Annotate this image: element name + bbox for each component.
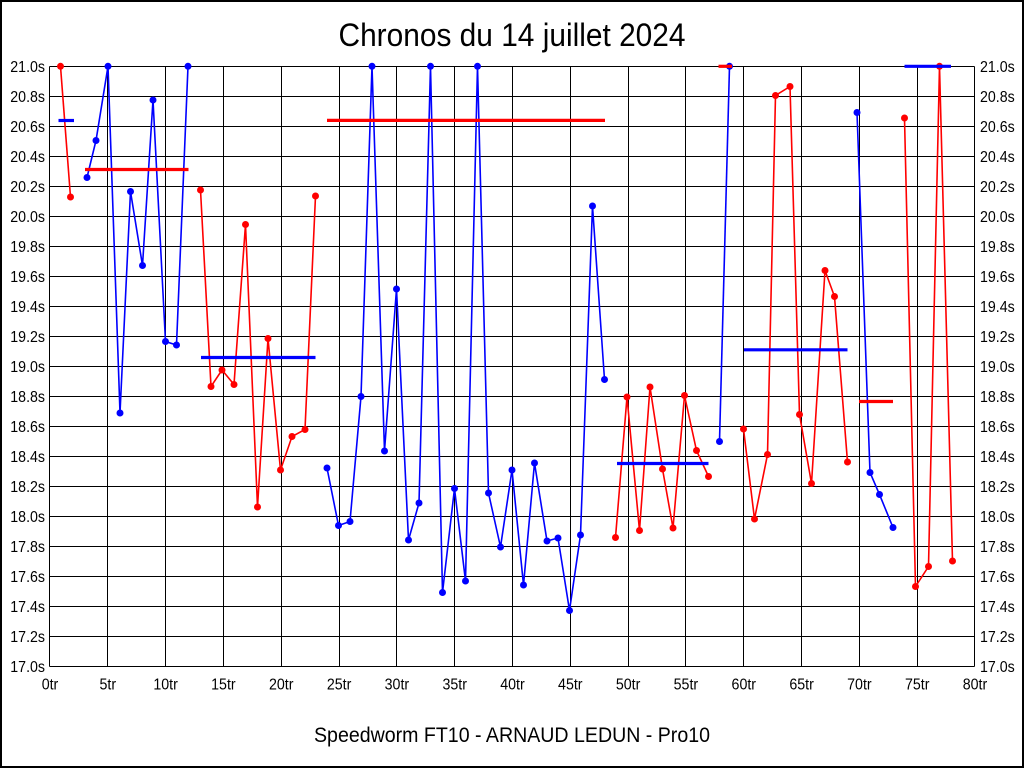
svg-text:17.4s: 17.4s bbox=[980, 599, 1015, 616]
svg-text:18.4s: 18.4s bbox=[10, 449, 45, 466]
svg-text:17.6s: 17.6s bbox=[10, 569, 45, 586]
svg-text:17.6s: 17.6s bbox=[980, 569, 1015, 586]
svg-text:20.6s: 20.6s bbox=[10, 119, 45, 136]
svg-text:30tr: 30tr bbox=[385, 677, 410, 694]
svg-text:20.0s: 20.0s bbox=[980, 209, 1015, 226]
svg-text:18.8s: 18.8s bbox=[10, 389, 45, 406]
svg-text:40tr: 40tr bbox=[500, 677, 525, 694]
svg-text:18.2s: 18.2s bbox=[10, 479, 45, 496]
svg-text:20.8s: 20.8s bbox=[10, 89, 45, 106]
svg-text:50tr: 50tr bbox=[616, 677, 641, 694]
svg-text:18.6s: 18.6s bbox=[10, 419, 45, 436]
svg-text:21.0s: 21.0s bbox=[10, 59, 45, 76]
svg-text:17.8s: 17.8s bbox=[980, 539, 1015, 556]
svg-text:25tr: 25tr bbox=[327, 677, 352, 694]
svg-text:19.2s: 19.2s bbox=[980, 329, 1015, 346]
svg-text:20.2s: 20.2s bbox=[10, 179, 45, 196]
svg-text:20.8s: 20.8s bbox=[980, 89, 1015, 106]
svg-text:20.4s: 20.4s bbox=[980, 149, 1015, 166]
svg-text:45tr: 45tr bbox=[558, 677, 583, 694]
svg-text:17.2s: 17.2s bbox=[980, 629, 1015, 646]
svg-text:19.6s: 19.6s bbox=[10, 269, 45, 286]
svg-text:19.6s: 19.6s bbox=[980, 269, 1015, 286]
svg-text:5tr: 5tr bbox=[100, 677, 117, 694]
svg-text:20.2s: 20.2s bbox=[980, 179, 1015, 196]
svg-text:18.0s: 18.0s bbox=[10, 509, 45, 526]
svg-text:17.2s: 17.2s bbox=[10, 629, 45, 646]
svg-text:17.0s: 17.0s bbox=[980, 659, 1015, 676]
svg-text:35tr: 35tr bbox=[442, 677, 467, 694]
svg-text:17.4s: 17.4s bbox=[10, 599, 45, 616]
svg-text:20.4s: 20.4s bbox=[10, 149, 45, 166]
svg-text:18.4s: 18.4s bbox=[980, 449, 1015, 466]
svg-text:19.8s: 19.8s bbox=[10, 239, 45, 256]
svg-text:19.0s: 19.0s bbox=[10, 359, 45, 376]
svg-text:60tr: 60tr bbox=[732, 677, 757, 694]
svg-text:Speedworm FT10 - ARNAUD LEDUN: Speedworm FT10 - ARNAUD LEDUN - Pro10 bbox=[314, 723, 710, 747]
svg-text:17.8s: 17.8s bbox=[10, 539, 45, 556]
svg-text:75tr: 75tr bbox=[905, 677, 930, 694]
svg-text:19.4s: 19.4s bbox=[980, 299, 1015, 316]
svg-text:18.6s: 18.6s bbox=[980, 419, 1015, 436]
svg-text:55tr: 55tr bbox=[674, 677, 699, 694]
svg-text:10tr: 10tr bbox=[153, 677, 178, 694]
svg-text:20.6s: 20.6s bbox=[980, 119, 1015, 136]
svg-text:19.8s: 19.8s bbox=[980, 239, 1015, 256]
svg-text:70tr: 70tr bbox=[847, 677, 872, 694]
svg-text:19.4s: 19.4s bbox=[10, 299, 45, 316]
svg-text:80tr: 80tr bbox=[963, 677, 988, 694]
svg-text:20tr: 20tr bbox=[269, 677, 294, 694]
svg-text:19.0s: 19.0s bbox=[980, 359, 1015, 376]
svg-text:0tr: 0tr bbox=[42, 677, 59, 694]
svg-text:18.2s: 18.2s bbox=[980, 479, 1015, 496]
svg-text:18.8s: 18.8s bbox=[980, 389, 1015, 406]
svg-text:21.0s: 21.0s bbox=[980, 59, 1015, 76]
svg-text:18.0s: 18.0s bbox=[980, 509, 1015, 526]
svg-text:17.0s: 17.0s bbox=[10, 659, 45, 676]
svg-text:Chronos du 14 juillet 2024: Chronos du 14 juillet 2024 bbox=[339, 17, 686, 53]
svg-text:20.0s: 20.0s bbox=[10, 209, 45, 226]
svg-text:15tr: 15tr bbox=[211, 677, 236, 694]
svg-text:65tr: 65tr bbox=[789, 677, 814, 694]
svg-text:19.2s: 19.2s bbox=[10, 329, 45, 346]
